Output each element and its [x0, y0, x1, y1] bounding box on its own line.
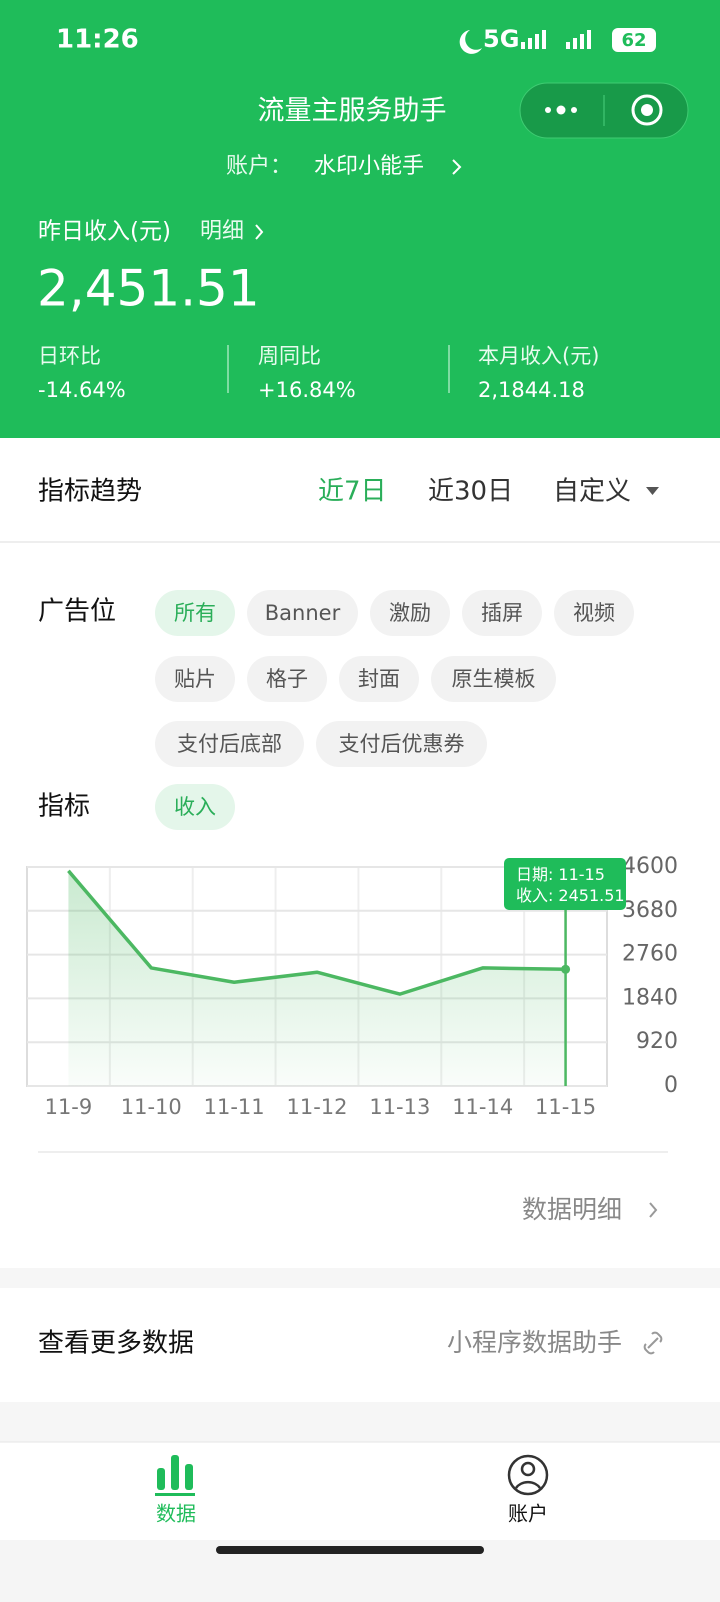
account-tab-icon[interactable] — [507, 1454, 549, 1496]
stat-value: 2,1844.18 — [478, 378, 585, 402]
data-tab-icon[interactable] — [155, 1455, 195, 1496]
dropdown-arrow[interactable] — [646, 487, 659, 495]
tooltip-value-label: 收入: — [516, 886, 553, 905]
header-bg — [0, 0, 720, 438]
page-title: 流量主服务助手 — [258, 96, 447, 127]
more-title: 查看更多数据 — [38, 1329, 194, 1359]
ad-slot-label: 原生模板 — [452, 667, 536, 691]
y-tick-label: 920 — [636, 1029, 678, 1054]
ad-slot-chip[interactable] — [155, 721, 304, 767]
x-tick-label: 11-15 — [535, 1095, 596, 1119]
range-tab[interactable]: 近30日 — [428, 477, 513, 507]
range-tab[interactable]: 近7日 — [318, 477, 387, 507]
trend-title: 指标趋势 — [38, 477, 142, 507]
income-detail-link[interactable]: 明细 — [200, 219, 244, 244]
x-tick-label: 11-14 — [452, 1095, 513, 1119]
ad-slot-chip[interactable] — [247, 656, 327, 702]
tooltip-value: 收入: 2451.51 — [516, 886, 625, 905]
ad-slot-label: 贴片 — [174, 667, 216, 691]
ad-slot-label: 视频 — [573, 601, 615, 625]
capsule-more[interactable] — [545, 105, 577, 115]
ad-slot-chip[interactable] — [554, 590, 634, 636]
area — [68, 870, 566, 1086]
ad-slot-label: 所有 — [174, 601, 216, 625]
stat-label: 日环比 — [38, 344, 101, 368]
battery — [612, 28, 656, 52]
account-name[interactable]: 水印小能手 — [314, 154, 424, 179]
status-time: 11:26 — [56, 25, 139, 55]
home-indicator — [216, 1546, 484, 1554]
tooltip-date: 日期: 11-15 — [516, 865, 605, 884]
ad-slot-chip[interactable] — [155, 590, 235, 636]
stat-label: 本月收入(元) — [478, 344, 599, 368]
tab-label[interactable]: 数据 — [156, 1502, 196, 1526]
detail-chevron[interactable] — [255, 224, 264, 240]
x-tick-label: 11-13 — [369, 1095, 430, 1119]
tooltip-date-value: 11-15 — [558, 865, 605, 884]
section-gap — [0, 1402, 720, 1442]
link-icon[interactable] — [643, 1331, 663, 1355]
account-chevron[interactable] — [452, 159, 462, 175]
account-label: 账户： — [226, 154, 292, 179]
y-tick-label: 1840 — [622, 985, 678, 1010]
stat-value: +16.84% — [258, 378, 356, 402]
ad-slot-label: 格子 — [266, 667, 308, 691]
signal-icons — [521, 30, 591, 49]
x-tick-label: 11-10 — [121, 1095, 182, 1119]
stat-label: 周同比 — [258, 344, 321, 368]
range-tab[interactable]: 自定义 — [553, 477, 631, 507]
point — [561, 964, 571, 974]
capsule-close[interactable] — [631, 94, 663, 126]
ad-slot-chip[interactable] — [155, 656, 235, 702]
ad-slot-label: Banner — [265, 601, 341, 625]
ad-slot-chip[interactable] — [431, 656, 556, 702]
status-network: 5G — [483, 25, 519, 53]
ad-slot-chip[interactable] — [462, 590, 542, 636]
ad-slot-chip[interactable] — [316, 721, 487, 767]
ad-slot-label: 插屏 — [481, 601, 523, 625]
metric-chip[interactable] — [155, 784, 235, 830]
ad-slot-label: 支付后优惠券 — [339, 732, 465, 756]
section-gap — [0, 1268, 720, 1288]
ad-slot-label: 封面 — [358, 667, 400, 691]
ad-slot-chip[interactable] — [339, 656, 419, 702]
metric-label: 指标 — [38, 792, 90, 822]
y-tick-label: 3680 — [622, 898, 678, 923]
income-amount: 2,451.51 — [37, 260, 260, 318]
more-link[interactable]: 小程序数据助手 — [447, 1328, 622, 1357]
ad-slot-label: 激励 — [389, 601, 431, 625]
y-tick-label: 2760 — [622, 942, 678, 967]
y-tick-label: 4600 — [622, 854, 678, 879]
tooltip-date-label: 日期: — [516, 865, 553, 884]
ad-slot-chip[interactable] — [247, 590, 358, 636]
data-detail-link[interactable]: 数据明细 — [522, 1195, 622, 1224]
y-tick-label: 0 — [664, 1073, 678, 1098]
x-tick-label: 11-9 — [45, 1095, 93, 1119]
metric-chip-label: 收入 — [174, 795, 216, 819]
battery-level: 62 — [621, 30, 646, 51]
detail-chevron[interactable] — [649, 1202, 658, 1218]
ad-slot-label: 广告位 — [38, 597, 116, 627]
x-tick-label: 11-12 — [286, 1095, 347, 1119]
income-label: 昨日收入(元) — [38, 219, 171, 245]
ad-slot-chip[interactable] — [370, 590, 450, 636]
line — [67, 869, 566, 996]
ad-slot-label: 支付后底部 — [177, 732, 282, 756]
tooltip-value-number: 2451.51 — [558, 886, 624, 905]
tab-label[interactable]: 账户 — [508, 1502, 548, 1526]
x-tick-label: 11-11 — [204, 1095, 265, 1119]
tooltip — [504, 858, 626, 910]
stat-value: -14.64% — [38, 378, 126, 402]
moon-icon — [459, 30, 482, 54]
